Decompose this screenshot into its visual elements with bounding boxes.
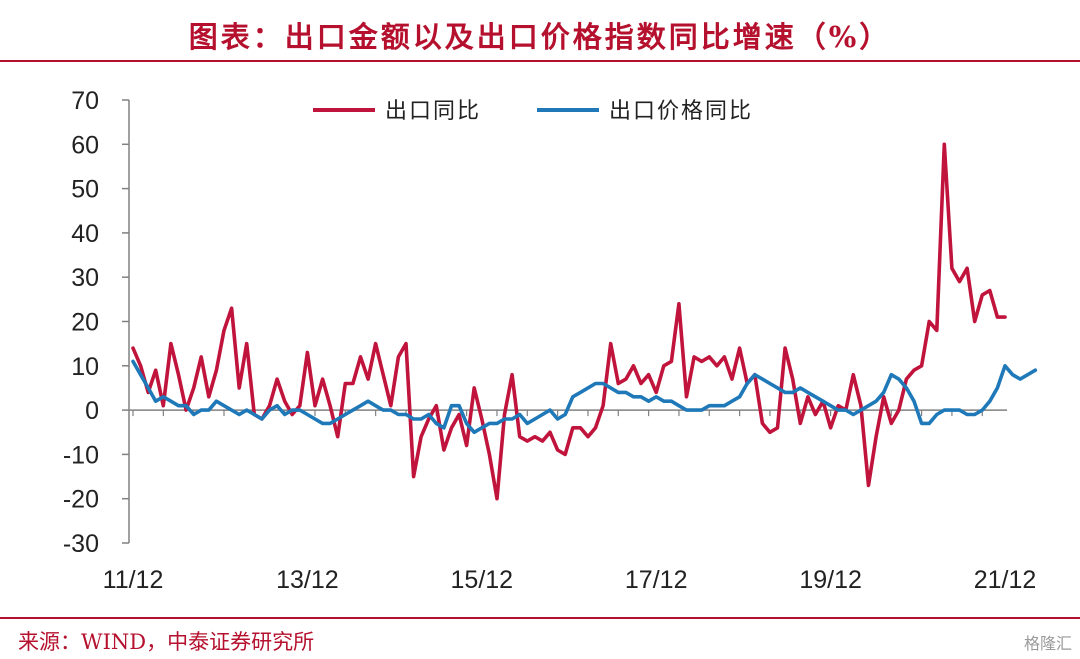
legend-label-1: 出口同比 bbox=[385, 99, 481, 124]
footer-rule bbox=[0, 617, 1080, 619]
y-tick-label: -20 bbox=[63, 486, 99, 514]
x-tick-label: 11/12 bbox=[103, 566, 164, 594]
legend-label-2: 出口价格同比 bbox=[609, 99, 753, 124]
watermark-logo: 格隆汇 bbox=[1023, 634, 1072, 653]
y-tick-label: 10 bbox=[71, 353, 99, 381]
x-tick-label: 19/12 bbox=[799, 566, 862, 594]
chart-title: 图表：出口金额以及出口价格指数同比增速（%） bbox=[188, 20, 892, 54]
y-tick-label: 0 bbox=[85, 397, 99, 425]
y-tick-label: 70 bbox=[71, 87, 99, 115]
y-tick-label: 40 bbox=[71, 220, 99, 248]
y-tick-label: -10 bbox=[63, 441, 99, 469]
series-layer bbox=[131, 142, 1038, 501]
x-tick-label: 17/12 bbox=[625, 566, 688, 594]
x-tick-label: 15/12 bbox=[451, 566, 514, 594]
series-line-2 bbox=[131, 359, 1038, 435]
source-note: 来源：WIND，中泰证券研究所 bbox=[18, 630, 315, 654]
y-tick-label: 30 bbox=[71, 264, 99, 292]
y-tick-label: 60 bbox=[71, 131, 99, 159]
y-tick-label: 50 bbox=[71, 176, 99, 204]
line-chart: 70 60 50 40 30 20 10 0 -10 -20 -30 11/12 13/12 15/12… bbox=[63, 87, 1038, 594]
y-tick-label: -30 bbox=[63, 530, 99, 558]
x-axis: 11/12 13/12 15/12 17/12 19/12 21/12 bbox=[103, 409, 1037, 594]
x-tick-label: 13/12 bbox=[276, 566, 339, 594]
y-axis: 70 60 50 40 30 20 10 0 -10 -20 -30 bbox=[63, 87, 130, 558]
legend: 出口同比 出口价格同比 bbox=[313, 99, 753, 124]
y-tick-label: 20 bbox=[71, 309, 99, 337]
series-line-1 bbox=[131, 142, 1007, 501]
x-tick-label: 21/12 bbox=[974, 566, 1037, 594]
title-underline bbox=[0, 60, 1080, 62]
